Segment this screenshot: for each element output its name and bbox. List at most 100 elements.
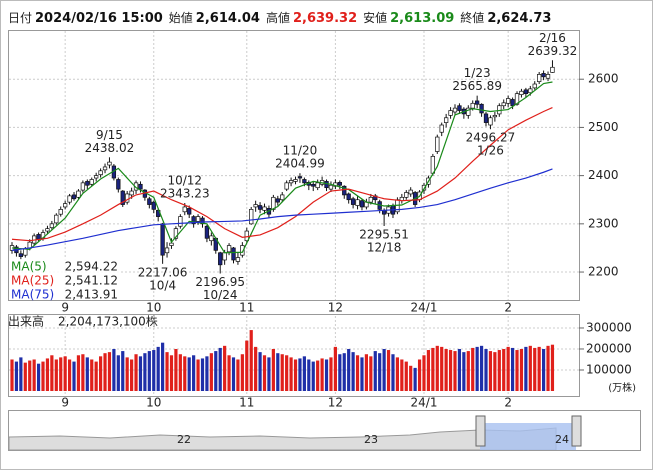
ma-line (11, 168, 553, 251)
volume-bar (347, 348, 351, 391)
candle-body (368, 196, 373, 203)
candle-body (191, 216, 196, 225)
volume-bar (254, 346, 258, 391)
volume-bar (112, 348, 116, 391)
volume-bar (94, 361, 98, 391)
volume-bar (497, 350, 501, 391)
candle-body (36, 234, 41, 240)
volume-bar (457, 348, 462, 391)
x-tick-label: 9 (61, 301, 69, 315)
candle-body (501, 102, 506, 107)
legend-box (9, 259, 121, 300)
annotation-date: 10/4 (149, 278, 176, 292)
volume-bar (448, 350, 453, 391)
candle-body (249, 209, 254, 225)
volume-bar (289, 357, 293, 391)
volume-bar (156, 346, 160, 391)
volume-bar (276, 353, 280, 391)
volume-bar (475, 346, 479, 391)
volume-bar (453, 351, 457, 391)
volume-bar (147, 351, 151, 391)
volume-bar (245, 340, 249, 391)
header-label: 高値 (266, 10, 290, 25)
candle-body (151, 201, 156, 210)
volume-bar (444, 348, 448, 391)
x-tick-label: 24/1 (411, 396, 438, 410)
volume-bar (550, 344, 555, 391)
candle-body (85, 181, 90, 186)
volume-bar (10, 359, 14, 391)
x-tick-label: 12 (328, 301, 343, 315)
volume-bar (205, 356, 209, 391)
candle-body (475, 100, 480, 105)
volume-bar (90, 359, 94, 391)
x-tick-label: 2 (504, 301, 512, 315)
volume-bar (227, 355, 231, 391)
volume-bar (479, 345, 484, 391)
candle-body (435, 136, 440, 152)
volume-bar (262, 355, 267, 391)
annotation-value: 2496.27 (466, 131, 516, 145)
candle-body (337, 182, 342, 186)
y-tick-label: 2200 (588, 265, 619, 279)
header-value: 2024/02/16 15:00 (35, 11, 163, 26)
volume-bar (293, 359, 298, 391)
annotation-value: 2295.51 (359, 227, 409, 241)
candle-body (350, 198, 356, 205)
candle-body (355, 199, 360, 206)
candle-body (537, 74, 542, 82)
volume-bar (59, 357, 63, 391)
volume-bar (116, 355, 120, 391)
volume-tick-label: 200000 (586, 341, 632, 355)
volume-bar (533, 347, 537, 391)
candle-body (519, 90, 524, 95)
candle-body (541, 73, 546, 78)
candle-body (359, 200, 365, 208)
volume-bar (395, 357, 400, 391)
ma-line (11, 107, 553, 242)
x-tick-label: 11 (239, 396, 254, 410)
header: 日付 2024/02/16 15:00 始値 2,614.04 高値 2,639.32 安値… (8, 10, 551, 26)
x-tick-label: 11 (239, 301, 254, 315)
volume-bar (417, 359, 422, 391)
volume-bar (107, 352, 112, 391)
legend-name: MA(25) (11, 274, 54, 288)
candle-body (138, 183, 143, 190)
candle-body (342, 185, 347, 196)
volume-bar (192, 355, 196, 391)
annotation-value: 2438.02 (85, 141, 135, 155)
candle-body (235, 257, 241, 262)
header-label: 終値 (460, 10, 484, 25)
volume-bar (546, 345, 550, 391)
annotation-date: 10/24 (203, 288, 238, 302)
volume-bar (528, 345, 532, 391)
candle-body (483, 113, 489, 123)
volume-bar (231, 357, 236, 391)
candle-body (550, 66, 555, 73)
volume-bar (338, 354, 342, 391)
navigator-label: 23 (364, 433, 378, 446)
x-tick-label: 24/1 (411, 301, 438, 315)
volume-bar (218, 347, 222, 391)
volume-bar (67, 359, 72, 391)
candle-body (466, 107, 471, 116)
x-tick-label: 2 (504, 396, 512, 410)
candle-body (492, 115, 498, 118)
candle-body (443, 117, 449, 123)
volume-bar (404, 361, 408, 391)
candle-body (178, 216, 183, 227)
volume-bar (510, 347, 515, 391)
volume-bar (333, 346, 337, 391)
navigator-handle-left[interactable] (475, 415, 486, 447)
candle-body (27, 241, 32, 249)
volume-bar (373, 351, 377, 391)
volume-bar (249, 330, 253, 391)
legend-name: MA(75) (11, 288, 54, 302)
volume-bar (14, 361, 19, 391)
header-value: 2,613.09 (390, 11, 454, 26)
volume-bar (130, 359, 134, 391)
navigator-handle-right[interactable] (571, 415, 582, 447)
navigator-selection[interactable] (480, 423, 576, 450)
volume-latest: 2,204,173,100株 (58, 314, 158, 329)
